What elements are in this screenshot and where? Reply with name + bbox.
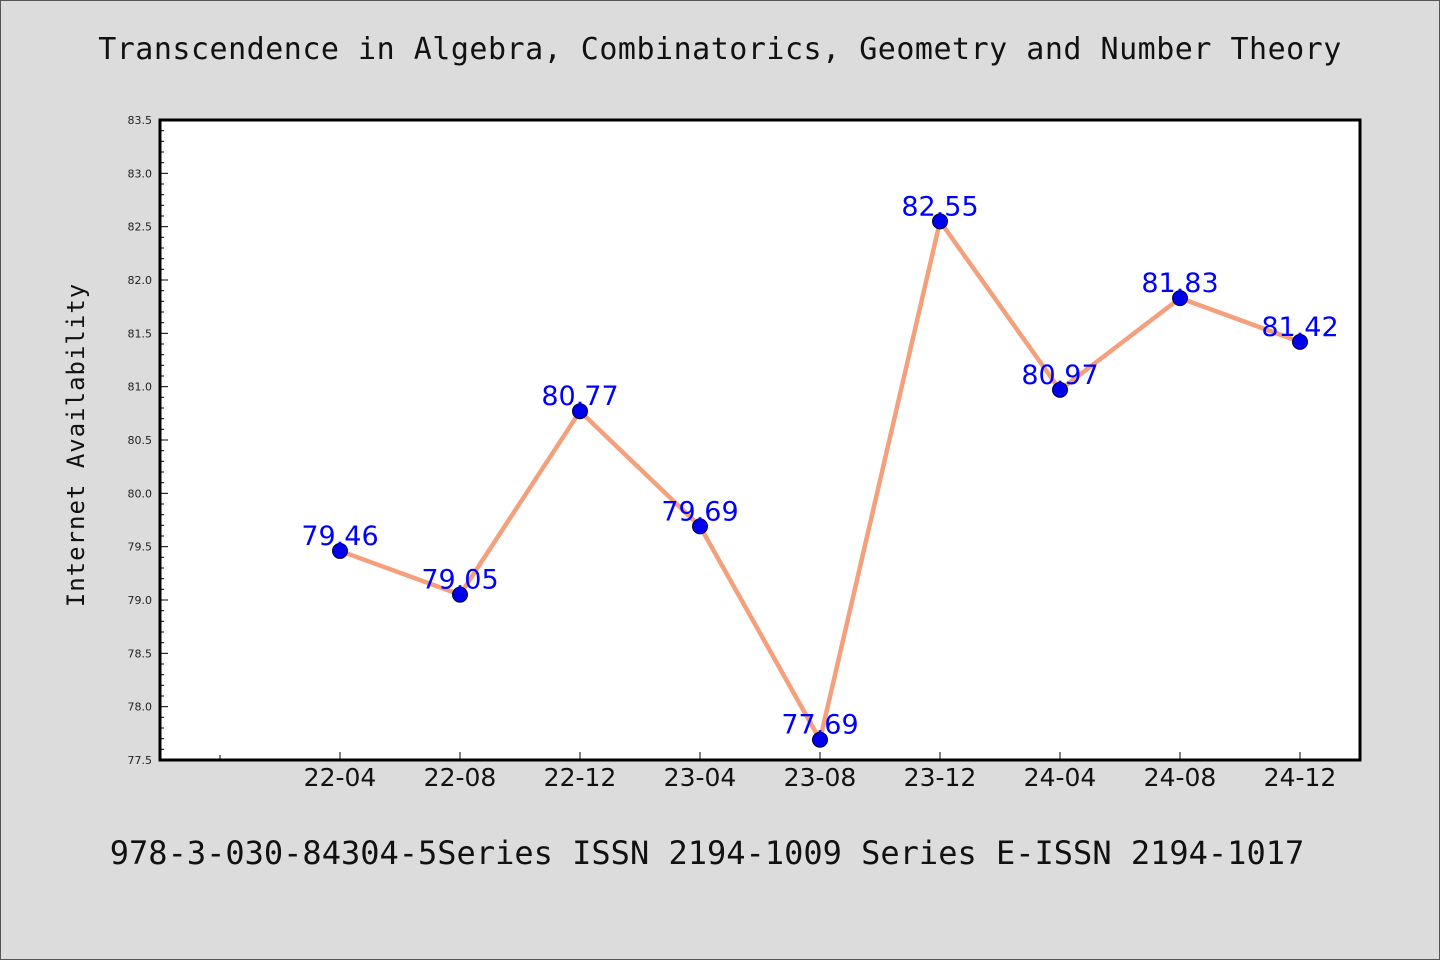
plot-area <box>160 120 1360 760</box>
data-point <box>692 518 708 535</box>
data-label: 79.05 <box>421 565 498 596</box>
y-tick-label: 82.0 <box>128 274 153 287</box>
x-tick-label: 23-04 <box>664 763 737 792</box>
data-label: 79.69 <box>661 496 738 527</box>
data-label: 77.69 <box>781 710 858 741</box>
x-tick-label: 23-08 <box>784 763 857 792</box>
data-point <box>812 731 828 748</box>
y-tick-label: 82.5 <box>128 221 153 234</box>
y-tick-label: 81.5 <box>128 327 153 340</box>
y-tick-label: 78.5 <box>128 647 153 660</box>
y-tick-label: 83.0 <box>128 167 153 180</box>
x-axis-ticks: 22-04 22-08 22-12 23-04 23-08 23-12 24-04 24-08… <box>219 752 1337 792</box>
x-tick-label: 24-08 <box>1144 763 1217 792</box>
data-label: 80.77 <box>541 381 618 412</box>
data-label: 80.97 <box>1021 360 1098 391</box>
y-tick-label: 80.5 <box>128 434 153 447</box>
data-point <box>1052 381 1068 398</box>
y-axis-title: Internet Availability <box>62 283 90 607</box>
y-tick-label: 80.0 <box>128 487 153 500</box>
data-point <box>452 586 468 603</box>
data-label: 81.42 <box>1261 312 1338 343</box>
x-tick-label: 23-12 <box>904 763 977 792</box>
y-tick-label: 77.5 <box>128 754 153 767</box>
data-label: 82.55 <box>901 191 978 222</box>
series-group: 79.46 79.05 80.77 79.69 77.69 82.55 80.97 81.83… <box>301 191 1339 748</box>
chart-title: Transcendence in Algebra, Combinatorics,… <box>98 32 1342 67</box>
x-tick-label: 22-04 <box>304 763 377 792</box>
y-tick-label: 78.0 <box>128 701 153 714</box>
data-point <box>932 213 948 230</box>
y-tick-label: 83.5 <box>128 114 153 127</box>
y-tick-label: 81.0 <box>128 381 153 394</box>
isbn-caption: 978-3-030-84304-5Series ISSN 2194-1009 S… <box>109 834 1305 872</box>
x-tick-label: 22-08 <box>424 763 497 792</box>
plot-border <box>158 118 1362 762</box>
y-tick-label: 79.0 <box>128 594 153 607</box>
x-tick-label: 24-12 <box>1264 763 1337 792</box>
x-tick-label: 22-12 <box>544 763 617 792</box>
data-label: 79.46 <box>301 521 378 552</box>
data-point <box>572 403 588 420</box>
data-point <box>332 542 348 559</box>
y-tick-label: 79.5 <box>128 541 153 554</box>
data-point <box>1172 290 1188 307</box>
y-axis-ticks: 77.5 78.0 78.5 79.0 79.5 80.0 80.5 81.0 81.5 82.0… <box>128 114 168 767</box>
data-point <box>1292 333 1308 350</box>
data-label: 81.83 <box>1141 268 1218 299</box>
x-tick-label: 24-04 <box>1024 763 1097 792</box>
